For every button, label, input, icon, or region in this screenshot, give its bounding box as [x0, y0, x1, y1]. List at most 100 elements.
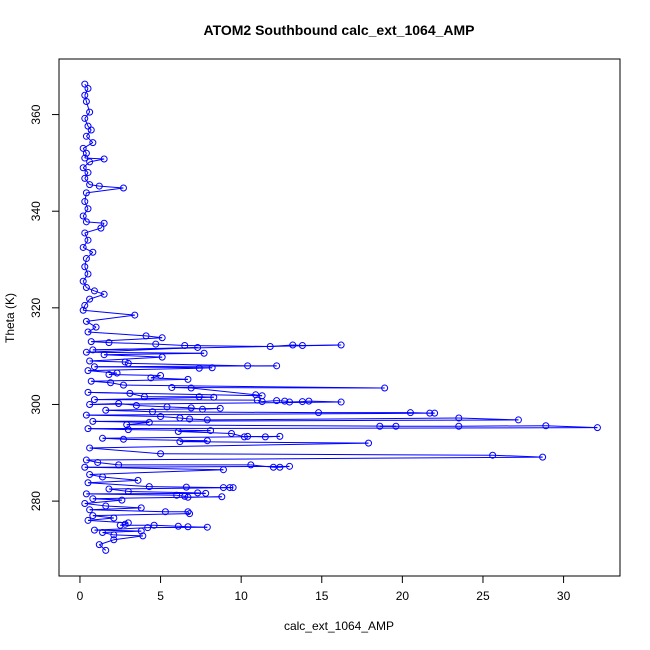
data-point	[593, 424, 601, 432]
data-point	[289, 341, 297, 349]
data-point	[84, 388, 92, 396]
data-point	[134, 476, 142, 484]
series-line-segment	[84, 201, 89, 209]
data-point	[181, 342, 189, 350]
data-point	[97, 224, 105, 232]
series-line-segment	[92, 498, 122, 501]
data-point	[79, 144, 87, 152]
x-tick-label: 30	[557, 589, 571, 603]
x-tick-label: 5	[157, 589, 164, 603]
data-point	[99, 473, 107, 481]
data-point	[253, 396, 261, 404]
data-point	[181, 492, 189, 500]
series-line-segment	[86, 251, 94, 259]
data-point	[90, 526, 98, 534]
data-point	[455, 422, 463, 430]
data-point	[84, 270, 92, 278]
data-point	[86, 295, 94, 303]
data-point	[119, 184, 127, 192]
data-point	[203, 437, 211, 445]
data-point	[87, 377, 95, 385]
data-point	[161, 508, 169, 516]
data-point	[90, 396, 98, 404]
data-point	[82, 255, 90, 263]
data-point	[79, 164, 87, 172]
series-line-segment	[87, 125, 92, 131]
x-tick-label: 20	[396, 589, 410, 603]
data-point	[79, 243, 87, 251]
data-point	[273, 397, 281, 405]
series-line-segment	[89, 293, 105, 300]
series-line-segment	[88, 391, 130, 394]
data-point	[139, 532, 147, 540]
data-point	[489, 451, 497, 459]
series-line-segment	[128, 362, 248, 367]
series-line-segment	[82, 273, 89, 282]
data-point	[99, 434, 107, 442]
data-point	[281, 397, 289, 405]
data-point	[84, 516, 92, 524]
data-point	[82, 284, 90, 292]
series-line-segment	[86, 129, 92, 137]
series-line-segment	[110, 382, 124, 386]
series-line-segment	[84, 466, 224, 471]
series-line-segment	[128, 429, 211, 432]
series-line-segment	[99, 539, 114, 546]
x-tick-label: 15	[315, 589, 329, 603]
y-tick-label: 360	[29, 104, 43, 124]
data-point	[124, 359, 132, 367]
x-tick-label: 0	[77, 589, 84, 603]
series-line-segment	[257, 399, 263, 403]
data-point	[210, 393, 218, 401]
data-point	[173, 491, 181, 499]
data-point	[105, 485, 113, 493]
series-line-segment	[82, 305, 86, 311]
data-point	[168, 384, 176, 392]
data-point	[137, 527, 145, 535]
series-line-segment	[86, 135, 94, 143]
data-point	[176, 414, 184, 422]
series-line-segment	[86, 287, 95, 292]
series-line-segment	[89, 509, 166, 513]
data-point	[90, 287, 98, 295]
data-point	[276, 463, 284, 471]
series-line-segment	[102, 476, 139, 481]
data-point	[184, 508, 192, 516]
data-point	[298, 342, 306, 350]
series-line-segment	[99, 185, 124, 189]
series-line-segment	[87, 482, 150, 488]
series-line-segment	[84, 232, 89, 241]
chart-title: ATOM2 Southbound calc_ext_1064_AMP	[204, 22, 475, 38]
series-line-segment	[136, 404, 168, 408]
series-line-segment	[84, 118, 89, 127]
series-line-segment	[88, 428, 129, 431]
data-point	[186, 415, 194, 423]
data-point	[86, 357, 94, 365]
data-point	[381, 384, 389, 392]
data-point	[89, 248, 97, 256]
series-line-segment	[152, 411, 319, 414]
series-line-segment	[179, 441, 369, 444]
data-point	[82, 348, 90, 356]
data-point	[82, 317, 90, 325]
data-point	[266, 342, 274, 350]
series-line-segment	[178, 431, 232, 434]
data-point	[200, 349, 208, 357]
data-point	[86, 471, 94, 479]
data-point	[87, 126, 95, 134]
data-point	[105, 371, 113, 379]
data-point	[81, 500, 89, 508]
data-point	[81, 263, 89, 271]
data-point	[121, 358, 129, 366]
series-line-segment	[86, 493, 177, 496]
series-line-segment	[102, 532, 114, 536]
data-point	[337, 341, 345, 349]
data-point	[131, 311, 139, 319]
data-point	[174, 522, 182, 530]
series-line-segment	[84, 111, 91, 119]
x-axis: 0 5 10 15 20 25 30	[77, 575, 571, 603]
series-line-segment	[84, 503, 106, 507]
series-line-segment	[82, 246, 94, 253]
data-point	[195, 364, 203, 372]
data-point	[89, 512, 97, 520]
